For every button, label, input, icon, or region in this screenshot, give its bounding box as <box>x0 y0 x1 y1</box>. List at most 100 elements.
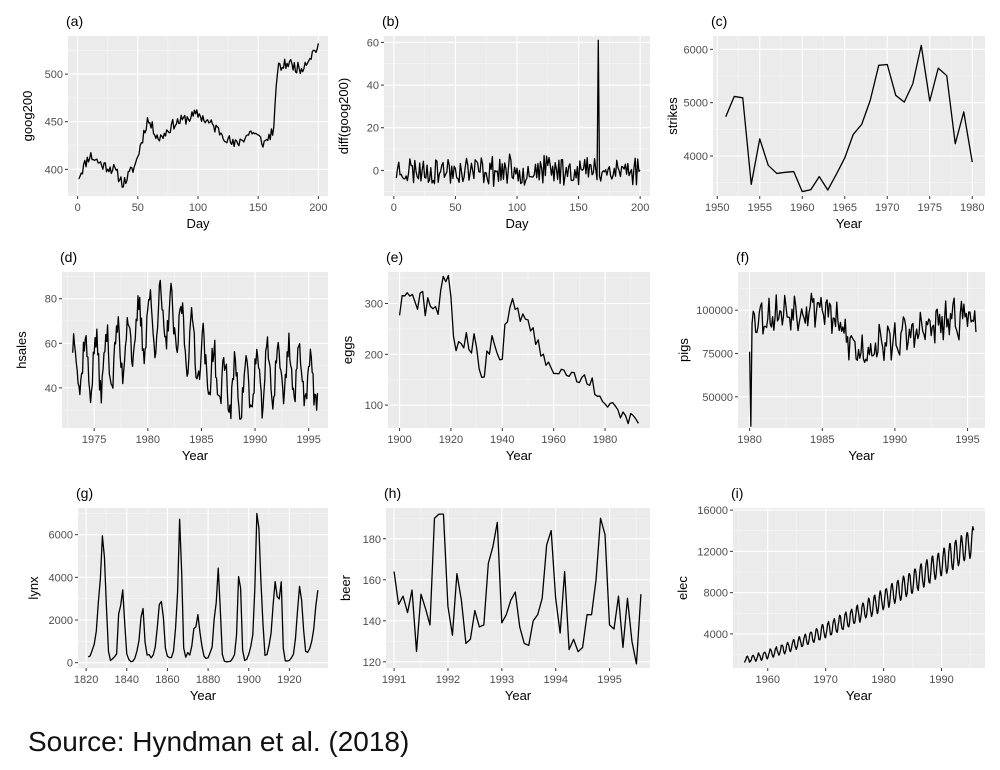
x-tick-label: 1860 <box>155 674 179 686</box>
y-axis-label: goog200 <box>20 91 35 142</box>
x-tick-label: 1975 <box>918 202 942 214</box>
x-tick-label: 150 <box>569 202 587 214</box>
x-axis-label: Year <box>846 688 873 703</box>
y-tick-label: 4000 <box>49 572 73 584</box>
x-tick-label: 150 <box>249 202 267 214</box>
panel-f: 1980 1985 1990 1995 50000 75000 100000 (f) Year p… <box>676 249 985 463</box>
panel-a: 0 50 100 150 200 400 450 500 (a) Day goog200 <box>20 13 328 231</box>
x-axis-label: Year <box>506 448 533 463</box>
y-axis-label: elec <box>675 576 690 600</box>
source-note: Source: Hyndman et al. (2018) <box>28 726 410 757</box>
x-axis-label: Year <box>848 448 875 463</box>
y-tick-label: 100000 <box>696 305 733 317</box>
x-tick-label: 1990 <box>883 434 907 446</box>
y-tick-label: 40 <box>45 383 57 395</box>
panel-background <box>78 508 328 668</box>
x-tick-label: 1993 <box>490 674 514 686</box>
y-tick-label: 50000 <box>702 392 733 404</box>
panel-title: (f) <box>736 249 749 265</box>
x-tick-label: 200 <box>309 202 327 214</box>
y-tick-label: 6000 <box>684 44 708 56</box>
y-tick-label: 120 <box>363 657 381 669</box>
x-tick-label: 100 <box>508 202 526 214</box>
x-tick-label: 1960 <box>790 202 814 214</box>
y-tick-label: 4000 <box>704 629 728 641</box>
x-tick-label: 50 <box>449 202 461 214</box>
x-tick-label: 1995 <box>597 674 621 686</box>
panel-title: (g) <box>76 485 93 501</box>
panel-title: (c) <box>711 13 727 29</box>
series-line-strikes <box>725 44 973 193</box>
panel-b: 0 50 100 150 200 0 20 40 60(b) Day diff(goog200) <box>336 13 650 231</box>
x-tick-label: 0 <box>391 202 397 214</box>
panel-title: (b) <box>382 13 399 29</box>
series-line-goog200 <box>78 43 320 188</box>
x-tick-label: 1920 <box>439 434 463 446</box>
y-tick-label: 5000 <box>684 98 708 110</box>
panel-title: (i) <box>731 485 743 501</box>
panel-g: 1820 1840 1860 1880 1900 1920 0 2000 4000 6000 (g)… <box>26 485 328 703</box>
y-tick-label: 300 <box>365 299 383 311</box>
y-axis-label: lynx <box>26 576 41 600</box>
x-tick-label: 1960 <box>541 434 565 446</box>
y-tick-label: 0 <box>67 658 73 670</box>
x-tick-label: 1980 <box>737 434 761 446</box>
x-tick-label: 50 <box>132 202 144 214</box>
y-tick-label: 140 <box>363 616 381 628</box>
y-tick-label: 16000 <box>697 505 728 517</box>
x-tick-label: 1985 <box>810 434 834 446</box>
panel-title: (d) <box>60 249 77 265</box>
x-tick-label: 1970 <box>813 674 837 686</box>
x-tick-label: 1900 <box>387 434 411 446</box>
x-tick-label: 200 <box>631 202 649 214</box>
panel-c: 1950 1955 1960 1965 1970 1975 1980 4000 5000 6000… <box>665 13 985 231</box>
y-tick-label: 200 <box>365 349 383 361</box>
x-tick-label: 1994 <box>543 674 567 686</box>
panel-i: 1960 1970 1980 1990 4000 8000 12000 16000(i) Yea… <box>675 485 985 703</box>
y-tick-label: 60 <box>367 37 379 49</box>
y-axis-label: strikes <box>665 97 680 135</box>
x-tick-label: 1955 <box>748 202 772 214</box>
series-line-hsales <box>72 279 319 420</box>
y-tick-label: 8000 <box>704 588 728 600</box>
series-line-beer <box>393 513 642 665</box>
x-tick-label: 1995 <box>296 434 320 446</box>
x-axis-label: Year <box>836 216 863 231</box>
panel-h: 1991 1992 1993 1994 1995 120 140 160 180 (h) Year b… <box>338 485 650 703</box>
x-tick-label: 1900 <box>236 674 260 686</box>
y-tick-label: 2000 <box>49 615 73 627</box>
x-axis-label: Year <box>190 688 217 703</box>
y-tick-label: 40 <box>367 80 379 92</box>
x-tick-label: 1980 <box>871 674 895 686</box>
panel-background <box>386 508 650 668</box>
series-line-eggs <box>398 274 639 425</box>
y-tick-label: 160 <box>363 575 381 587</box>
series-line-diff(goog200) <box>395 39 641 187</box>
y-tick-label: 500 <box>45 69 63 81</box>
x-tick-label: 1980 <box>136 434 160 446</box>
y-tick-label: 450 <box>45 117 63 129</box>
x-tick-label: 1990 <box>929 674 953 686</box>
panel-d: 1975 1980 1985 1990 1995 40 60 80 (d) Year hsales <box>14 249 328 463</box>
y-tick-label: 180 <box>363 534 381 546</box>
panel-title: (a) <box>66 13 83 29</box>
x-axis-label: Year <box>505 688 532 703</box>
x-tick-label: 1995 <box>955 434 979 446</box>
x-tick-label: 1992 <box>436 674 460 686</box>
y-tick-label: 80 <box>45 294 57 306</box>
y-tick-label: 4000 <box>684 151 708 163</box>
y-axis-label: hsales <box>14 331 29 369</box>
x-tick-label: 1950 <box>705 202 729 214</box>
panel-title: (e) <box>386 249 403 265</box>
series-line-pigs <box>748 292 977 427</box>
x-tick-label: 1980 <box>960 202 984 214</box>
x-tick-label: 1940 <box>490 434 514 446</box>
x-tick-label: 1920 <box>277 674 301 686</box>
y-axis-label: pigs <box>676 338 691 362</box>
x-axis-label: Day <box>505 216 529 231</box>
y-axis-label: eggs <box>340 335 355 364</box>
x-tick-label: 1965 <box>833 202 857 214</box>
x-tick-label: 1820 <box>74 674 98 686</box>
x-tick-label: 1975 <box>82 434 106 446</box>
